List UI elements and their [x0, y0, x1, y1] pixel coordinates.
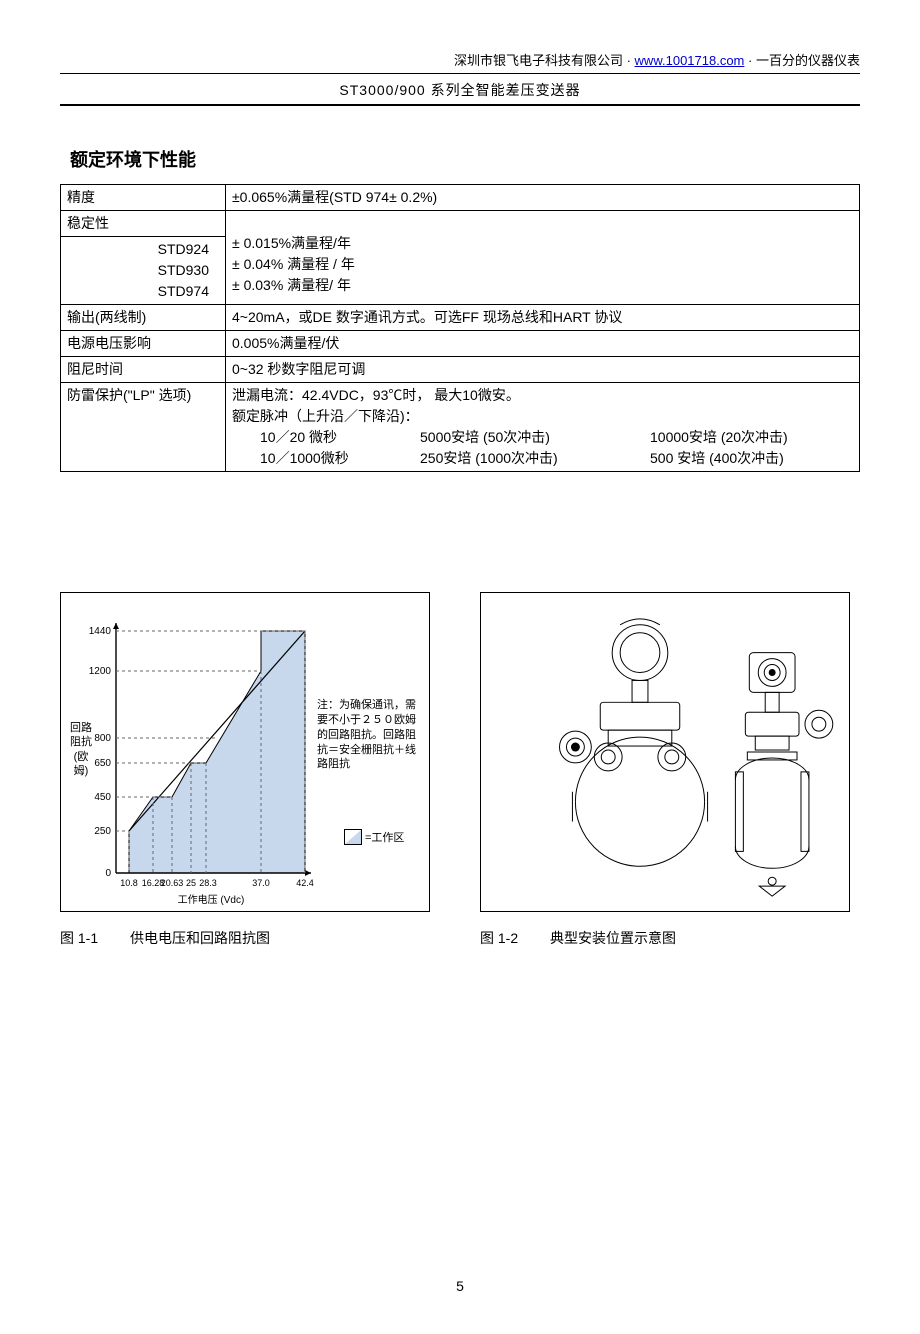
figure-title: 供电电压和回路阻抗图 — [130, 930, 270, 946]
figure-caption: 图 1-1 供电电压和回路阻抗图 — [60, 928, 440, 948]
svg-text:20.63: 20.63 — [161, 878, 184, 888]
figure-1-1: 回路阻抗(欧姆) 注：为确保通讯，需要不小于２５０欧姆的回路阻抗。回路阻抗＝安全… — [60, 592, 440, 948]
cell-value: 0.005%满量程/伏 — [226, 331, 860, 357]
figure-title: 典型安装位置示意图 — [550, 930, 676, 946]
pulse-cell: 10000安培 (20次冲击) — [650, 427, 788, 448]
chart-ylabel: 回路阻抗(欧姆) — [67, 721, 95, 778]
stability-value: ± 0.04% 满量程 / 年 — [226, 254, 859, 275]
pulse-cell: 10／20 微秒 — [260, 427, 380, 448]
chart-legend: =工作区 — [345, 829, 404, 845]
chart-note: 注：为确保通讯，需要不小于２５０欧姆的回路阻抗。回路阻抗＝安全栅阻抗＋线路阻抗 — [317, 698, 417, 772]
pulse-cell: 10／1000微秒 — [260, 448, 380, 469]
svg-text:1200: 1200 — [89, 666, 112, 677]
pulse-cell: 5000安培 (50次冲击) — [420, 427, 610, 448]
figure-number: 图 1-2 — [480, 930, 518, 946]
svg-text:42.4: 42.4 — [296, 878, 314, 888]
stability-value: ± 0.03% 满量程/ 年 — [226, 275, 859, 296]
cell-value: 4~20mA，或DE 数字通讯方式。可选FF 现场总线和HART 协议 — [226, 305, 860, 331]
website-link[interactable]: www.1001718.com — [635, 53, 745, 68]
svg-text:250: 250 — [94, 826, 111, 837]
figure-1-2: 图 1-2 典型安装位置示意图 — [480, 592, 860, 948]
svg-text:10.8: 10.8 — [120, 878, 138, 888]
table-row: 输出(两线制) 4~20mA，或DE 数字通讯方式。可选FF 现场总线和HART… — [61, 305, 860, 331]
cell-label: 防雷保护("LP" 选项) — [61, 383, 226, 472]
chart-xlabel: 工作电压 (Vdc) — [178, 893, 245, 906]
svg-text:28.3: 28.3 — [199, 878, 217, 888]
pulse-cell: 250安培 (1000次冲击) — [420, 448, 610, 469]
pulse-row: 10／1000微秒 250安培 (1000次冲击) 500 安培 (400次冲击… — [232, 448, 853, 469]
svg-text:800: 800 — [94, 733, 111, 744]
section-heading: 额定环境下性能 — [70, 146, 860, 172]
cell-value: ±0.065%满量程(STD 974± 0.2%) — [226, 185, 860, 211]
mounting-diagram — [480, 592, 850, 912]
cell-label: 电源电压影响 — [61, 331, 226, 357]
svg-text:0: 0 — [105, 868, 111, 879]
model-label: STD930 — [67, 260, 219, 281]
header-suffix: 一百分的仪器仪表 — [756, 53, 860, 68]
page-header: 深圳市银飞电子科技有限公司 · www.1001718.com · 一百分的仪器… — [60, 50, 860, 74]
sep1: · — [627, 53, 631, 68]
pulse-row: 10／20 微秒 5000安培 (50次冲击) 10000安培 (20次冲击) — [232, 427, 853, 448]
model-label: STD924 — [67, 239, 219, 260]
table-row: 防雷保护("LP" 选项) 泄漏电流：42.4VDC，93℃时， 最大10微安。… — [61, 383, 860, 472]
sep2: · — [748, 53, 752, 68]
cell-label: 精度 — [61, 185, 226, 211]
stability-value: ± 0.015%满量程/年 — [226, 233, 859, 254]
stability-cell: ± 0.015%满量程/年 ± 0.04% 满量程 / 年 ± 0.03% 满量… — [226, 211, 860, 305]
page-number: 5 — [60, 1278, 860, 1294]
operating-region-chart: 回路阻抗(欧姆) 注：为确保通讯，需要不小于２５０欧姆的回路阻抗。回路阻抗＝安全… — [60, 592, 430, 912]
lp-cell: 泄漏电流：42.4VDC，93℃时， 最大10微安。 额定脉冲（上升沿／下降沿)… — [226, 383, 860, 472]
figure-number: 图 1-1 — [60, 930, 98, 946]
figure-caption: 图 1-2 典型安装位置示意图 — [480, 928, 860, 948]
legend-swatch — [345, 830, 361, 844]
svg-text:450: 450 — [94, 792, 111, 803]
table-row: 精度 ±0.065%满量程(STD 974± 0.2%) — [61, 185, 860, 211]
table-row: 稳定性 ± 0.015%满量程/年 ± 0.04% 满量程 / 年 ± 0.03… — [61, 211, 860, 237]
lp-line2: 额定脉冲（上升沿／下降沿)： — [232, 406, 853, 427]
table-row: 阻尼时间 0~32 秒数字阻尼可调 — [61, 357, 860, 383]
spec-table: 精度 ±0.065%满量程(STD 974± 0.2%) 稳定性 ± 0.015… — [60, 184, 860, 472]
document-title: ST3000/900 系列全智能差压变送器 — [60, 80, 860, 106]
cell-label: 稳定性 — [61, 211, 226, 237]
svg-text:37.0: 37.0 — [252, 878, 270, 888]
cell-label: 输出(两线制) — [61, 305, 226, 331]
model-label: STD974 — [67, 281, 219, 302]
lp-line1: 泄漏电流：42.4VDC，93℃时， 最大10微安。 — [232, 385, 853, 406]
legend-text: =工作区 — [365, 829, 404, 845]
svg-text:25: 25 — [186, 878, 196, 888]
cell-label: 阻尼时间 — [61, 357, 226, 383]
table-row: 电源电压影响 0.005%满量程/伏 — [61, 331, 860, 357]
cell-value: 0~32 秒数字阻尼可调 — [226, 357, 860, 383]
stability-models: STD924 STD930 STD974 — [61, 237, 226, 305]
pulse-cell: 500 安培 (400次冲击) — [650, 448, 784, 469]
company-name: 深圳市银飞电子科技有限公司 — [454, 53, 623, 68]
svg-text:1440: 1440 — [89, 626, 112, 637]
svg-text:650: 650 — [94, 758, 111, 769]
